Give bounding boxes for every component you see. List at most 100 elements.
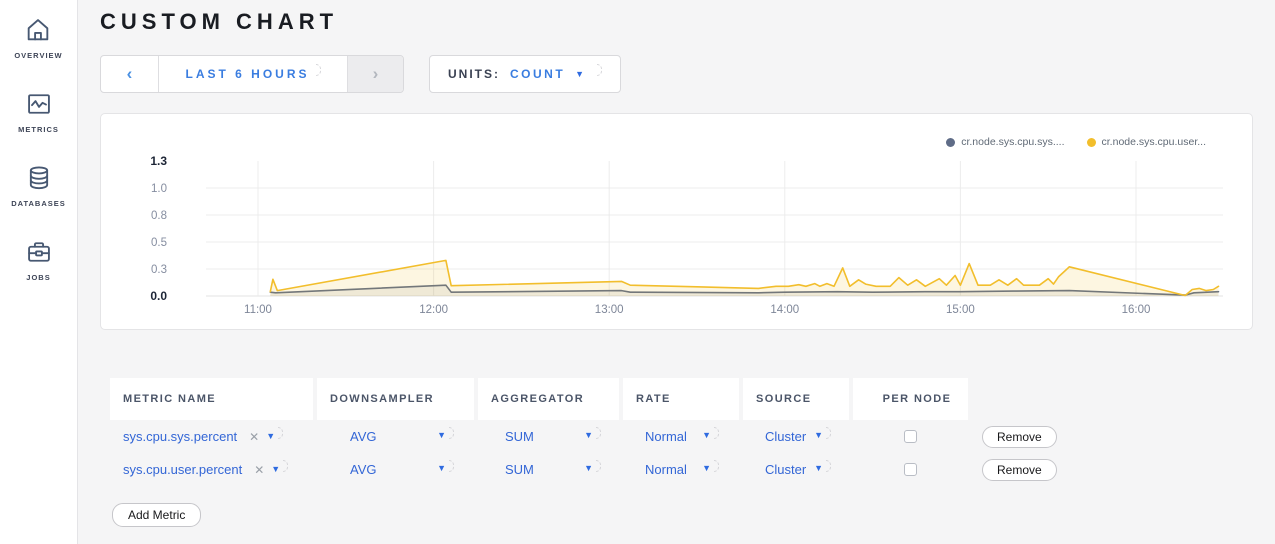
metrics-table: METRIC NAME DOWNSAMPLER AGGREGATOR RATE … (110, 378, 1082, 486)
sidebar-item-label: JOBS (26, 273, 51, 282)
aggregator-select[interactable]: SUM ▼ (478, 420, 619, 453)
main-content: CUSTOM CHART ‹ LAST 6 HOURS › UNITS: COU… (78, 0, 1275, 544)
per-node-cell (853, 420, 968, 453)
svg-text:0.5: 0.5 (151, 237, 167, 249)
database-icon (29, 166, 48, 190)
clear-icon[interactable]: ✕ (254, 462, 265, 477)
dropdown-corner-mark (826, 426, 831, 439)
chevron-right-icon: › (372, 64, 379, 83)
briefcase-icon (27, 242, 50, 262)
svg-text:11:00: 11:00 (244, 304, 272, 316)
legend-label: cr.node.sys.cpu.user... (1101, 136, 1206, 148)
time-range-label: LAST 6 HOURS (185, 67, 310, 81)
dropdown-corner-mark (597, 64, 603, 76)
per-node-checkbox[interactable] (904, 463, 917, 476)
chevron-down-icon: ▼ (266, 431, 276, 441)
svg-text:13:00: 13:00 (595, 304, 624, 316)
table-header-row: METRIC NAME DOWNSAMPLER AGGREGATOR RATE … (110, 378, 1082, 420)
chart-panel: 11:00 12:00 13:00 14:00 15:00 16:00 1.3 1.0 0.8 0… (100, 113, 1253, 330)
col-header-aggregator: AGGREGATOR (478, 378, 619, 420)
chevron-down-icon: ▼ (437, 429, 446, 440)
dropdown-corner-mark (449, 459, 454, 472)
actions-cell: Remove (972, 420, 1082, 453)
svg-text:14:00: 14:00 (770, 304, 799, 316)
svg-text:0.0: 0.0 (150, 289, 167, 303)
per-node-checkbox[interactable] (904, 430, 917, 443)
sidebar-item-label: METRICS (18, 125, 59, 134)
legend-item-user[interactable]: cr.node.sys.cpu.user... (1086, 136, 1206, 148)
svg-text:1.0: 1.0 (151, 183, 167, 195)
chevron-left-icon: ‹ (126, 64, 133, 83)
col-header-rate: RATE (623, 378, 739, 420)
aggregator-select[interactable]: SUM ▼ (478, 453, 619, 486)
time-range-selector: ‹ LAST 6 HOURS › (100, 55, 404, 93)
col-header-actions (972, 378, 1082, 420)
sidebar-item-databases[interactable]: DATABASES (11, 164, 66, 208)
svg-text:12:00: 12:00 (419, 304, 448, 316)
dropdown-corner-mark (449, 426, 454, 439)
metric-name-select[interactable]: sys.cpu.user.percent ✕ ▼ (110, 453, 313, 486)
downsampler-select[interactable]: AVG ▼ (317, 453, 474, 486)
page-title: CUSTOM CHART (100, 9, 339, 34)
sidebar-item-label: DATABASES (11, 199, 66, 208)
table-row: sys.cpu.user.percent ✕ ▼ AVG ▼ SUM ▼ Nor… (110, 453, 1082, 486)
series-dot-user (1086, 137, 1096, 147)
col-header-downsampler: DOWNSAMPLER (317, 378, 474, 420)
sidebar-item-jobs[interactable]: JOBS (25, 238, 53, 282)
chevron-down-icon: ▼ (702, 462, 711, 473)
svg-text:1.3: 1.3 (150, 154, 167, 168)
chevron-down-icon: ▼ (584, 429, 593, 440)
chevron-down-icon: ▼ (575, 68, 585, 79)
sidebar: OVERVIEW METRICS DATABASES JOBS (0, 0, 78, 544)
dropdown-corner-mark (278, 426, 284, 439)
rate-value: Normal (645, 429, 687, 444)
source-value: Cluster (765, 429, 807, 444)
aggregator-value: SUM (505, 429, 534, 444)
add-metric-button[interactable]: Add Metric (112, 503, 202, 527)
remove-metric-button[interactable]: Remove (982, 425, 1057, 448)
svg-text:0.3: 0.3 (151, 264, 167, 276)
sidebar-item-metrics[interactable]: METRICS (18, 90, 59, 134)
table-row: sys.cpu.sys.percent ✕ ▼ AVG ▼ SUM ▼ Norm… (110, 420, 1082, 453)
clear-icon[interactable]: ✕ (249, 429, 260, 444)
legend-label: cr.node.sys.cpu.sys.... (961, 136, 1065, 148)
chevron-down-icon: ▼ (584, 462, 593, 473)
chevron-down-icon: ▼ (814, 429, 823, 440)
metrics-icon (27, 94, 50, 114)
source-select[interactable]: Cluster ▼ (743, 420, 849, 453)
dropdown-corner-mark (315, 64, 321, 76)
svg-text:16:00: 16:00 (1122, 304, 1151, 316)
units-label: UNITS: (448, 67, 500, 81)
dropdown-corner-mark (596, 459, 601, 472)
source-select[interactable]: Cluster ▼ (743, 453, 849, 486)
rate-select[interactable]: Normal ▼ (623, 453, 739, 486)
units-dropdown[interactable]: UNITS: COUNT ▼ (429, 55, 622, 93)
chart-legend: cr.node.sys.cpu.sys.... cr.node.sys.cpu.… (946, 136, 1206, 148)
time-range-dropdown[interactable]: LAST 6 HOURS (158, 56, 347, 92)
sidebar-item-label: OVERVIEW (14, 51, 63, 60)
series-dot-sys (946, 137, 956, 147)
downsampler-value: AVG (350, 462, 377, 477)
svg-text:0.8: 0.8 (151, 210, 167, 222)
chevron-down-icon: ▼ (814, 462, 823, 473)
chevron-down-icon: ▼ (271, 464, 281, 474)
dropdown-corner-mark (714, 459, 719, 472)
dropdown-corner-mark (714, 426, 719, 439)
metric-name-value: sys.cpu.sys.percent (123, 429, 238, 444)
time-range-next-button[interactable]: › (347, 56, 403, 92)
time-range-prev-button[interactable]: ‹ (101, 56, 158, 92)
col-header-source: SOURCE (743, 378, 849, 420)
dropdown-corner-mark (826, 459, 831, 472)
downsampler-select[interactable]: AVG ▼ (317, 420, 474, 453)
actions-cell: Remove (972, 453, 1082, 486)
sidebar-item-overview[interactable]: OVERVIEW (14, 16, 62, 60)
custom-chart-plot[interactable]: 11:00 12:00 13:00 14:00 15:00 16:00 1.3 1.0 0.8 0… (101, 114, 1252, 329)
metric-name-select[interactable]: sys.cpu.sys.percent ✕ ▼ (110, 420, 313, 453)
legend-item-sys[interactable]: cr.node.sys.cpu.sys.... (946, 136, 1065, 148)
col-header-per-node: PER NODE (853, 378, 968, 420)
chevron-down-icon: ▼ (702, 429, 711, 440)
remove-metric-button[interactable]: Remove (982, 458, 1057, 481)
rate-select[interactable]: Normal ▼ (623, 420, 739, 453)
chevron-down-icon: ▼ (437, 462, 446, 473)
source-value: Cluster (765, 462, 807, 477)
